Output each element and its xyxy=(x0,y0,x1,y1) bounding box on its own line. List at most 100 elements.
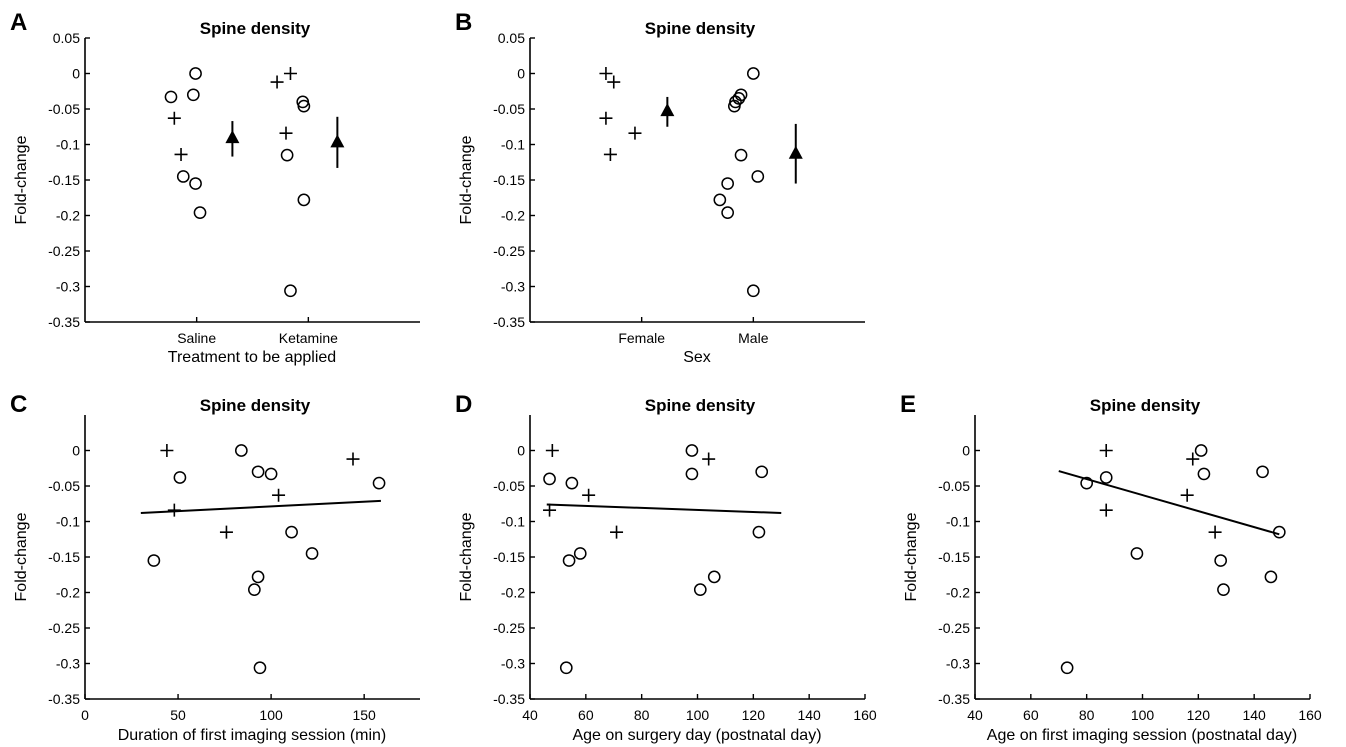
data-point-circle xyxy=(284,284,297,298)
data-point-circle xyxy=(173,471,187,484)
chart-title-B: Spine density xyxy=(645,19,756,38)
x-axis-label-A: Treatment to be applied xyxy=(168,349,336,366)
panel-letter-C: C xyxy=(10,391,27,418)
y-tick-label-C: -0.15 xyxy=(48,549,80,565)
y-tick-label-B: 0 xyxy=(517,66,525,82)
y-tick-label-D: 0 xyxy=(517,443,525,459)
panel-letter-A: A xyxy=(10,9,27,36)
data-point-plus xyxy=(607,75,621,89)
y-tick-label-A: -0.15 xyxy=(48,172,80,188)
y-tick-label-B: 0.05 xyxy=(498,30,525,46)
data-point-circle xyxy=(751,170,765,183)
data-point-circle xyxy=(186,88,200,102)
y-tick-label-B: -0.1 xyxy=(501,137,525,153)
data-point-plus xyxy=(599,111,613,125)
y-tick-label-E: -0.1 xyxy=(946,514,970,530)
data-point-circle xyxy=(1080,476,1094,490)
x-tick-label-D: 120 xyxy=(742,707,766,723)
y-tick-label-B: -0.3 xyxy=(501,279,525,295)
y-tick-label-C: -0.2 xyxy=(56,585,80,601)
x-tick-label-C: 0 xyxy=(81,707,89,723)
data-point-circle xyxy=(297,99,311,113)
chart-title-D: Spine density xyxy=(645,396,756,415)
y-tick-label-A: -0.3 xyxy=(56,279,80,295)
data-point-circle xyxy=(193,206,207,220)
data-point-circle xyxy=(752,525,766,539)
data-point-plus xyxy=(167,111,181,125)
data-point-plus xyxy=(1099,503,1113,517)
data-point-plus xyxy=(599,67,613,80)
data-point-circle xyxy=(248,583,261,597)
data-point-plus xyxy=(346,452,360,466)
data-point-circle xyxy=(251,570,265,584)
y-tick-label-D: -0.25 xyxy=(493,620,525,636)
data-point-plus xyxy=(167,503,181,517)
data-point-circle xyxy=(721,206,735,220)
data-point-circle xyxy=(685,444,699,457)
x-tick-label-E: 140 xyxy=(1242,707,1266,723)
y-axis-label-E: Fold-change xyxy=(903,512,920,601)
x-axis-label-B: Sex xyxy=(683,349,711,366)
x-axis-label-C: Duration of first imaging session (min) xyxy=(118,727,387,744)
data-point-circle xyxy=(685,467,699,481)
y-tick-label-B: -0.25 xyxy=(493,243,525,259)
data-point-circle xyxy=(251,465,265,479)
data-point-circle xyxy=(164,90,178,104)
data-point-circle xyxy=(1256,465,1269,479)
data-point-plus xyxy=(582,488,596,502)
data-point-plus xyxy=(628,126,642,140)
data-point-circle xyxy=(147,554,161,567)
chart-title-A: Spine density xyxy=(200,19,311,38)
mean-marker-triangle xyxy=(788,145,803,159)
data-point-circle xyxy=(1099,471,1113,484)
x-tick-label-E: 80 xyxy=(1079,707,1095,723)
data-point-plus xyxy=(219,525,233,539)
data-point-plus xyxy=(1186,452,1200,466)
panel-E: E Spine density 0 -0.05 -0.1 -0.15 -0.2 -0.25 -0… xyxy=(900,391,1322,744)
regression-line-C xyxy=(140,499,381,514)
data-point-circle xyxy=(1272,525,1286,539)
y-tick-label-E: 0 xyxy=(962,443,970,459)
data-point-circle xyxy=(176,170,190,183)
data-point-plus xyxy=(1208,525,1222,539)
data-point-circle xyxy=(372,476,386,490)
x-tick-label-C: 50 xyxy=(170,707,186,723)
data-point-circle xyxy=(746,67,760,80)
y-tick-label-A: 0 xyxy=(72,66,80,82)
data-point-plus xyxy=(545,444,559,457)
panel-C: C Spine density 0 -0.05 -0.1 -0.15 -0.2 -0.25 -0… xyxy=(10,391,420,744)
y-tick-label-D: -0.3 xyxy=(501,656,525,672)
panel-A: A Spine density 0.05 0 -0.05 -0.1 -0.15 -0.2 -0.… xyxy=(10,9,420,366)
y-axis-label-A: Fold-change xyxy=(13,135,30,224)
data-point-plus xyxy=(283,67,297,80)
data-point-circle xyxy=(746,284,760,298)
data-point-plus xyxy=(270,75,284,89)
y-tick-label-A: 0.05 xyxy=(53,30,80,46)
y-tick-label-D: -0.2 xyxy=(501,585,525,601)
y-tick-label-E: -0.05 xyxy=(938,478,970,494)
panel-letter-B: B xyxy=(455,9,472,36)
panel-B: B Spine density 0.05 0 -0.05 -0.1 -0.15 -0.2 -0.… xyxy=(455,9,865,366)
data-point-circle xyxy=(562,554,576,567)
data-point-circle xyxy=(573,547,587,560)
data-point-plus xyxy=(1099,444,1113,457)
y-tick-label-B: -0.2 xyxy=(501,208,525,224)
x-category-label-B: Female xyxy=(618,330,665,346)
panel-letter-E: E xyxy=(900,391,916,418)
y-tick-label-A: -0.05 xyxy=(48,101,80,117)
y-tick-label-D: -0.1 xyxy=(501,514,525,530)
data-point-circle xyxy=(280,148,294,162)
x-tick-label-E: 120 xyxy=(1187,707,1211,723)
y-tick-label-C: -0.1 xyxy=(56,514,80,530)
x-tick-label-D: 100 xyxy=(686,707,710,723)
y-tick-label-B: -0.05 xyxy=(493,101,525,117)
data-point-plus xyxy=(160,444,174,457)
x-tick-label-D: 60 xyxy=(578,707,594,723)
y-tick-label-C: -0.25 xyxy=(48,620,80,636)
y-tick-label-D: -0.15 xyxy=(493,549,525,565)
x-tick-label-C: 100 xyxy=(259,707,283,723)
y-tick-label-E: -0.15 xyxy=(938,549,970,565)
x-category-label-B: Male xyxy=(738,330,769,346)
data-point-circle xyxy=(721,177,735,190)
chart-title-C: Spine density xyxy=(200,396,311,415)
